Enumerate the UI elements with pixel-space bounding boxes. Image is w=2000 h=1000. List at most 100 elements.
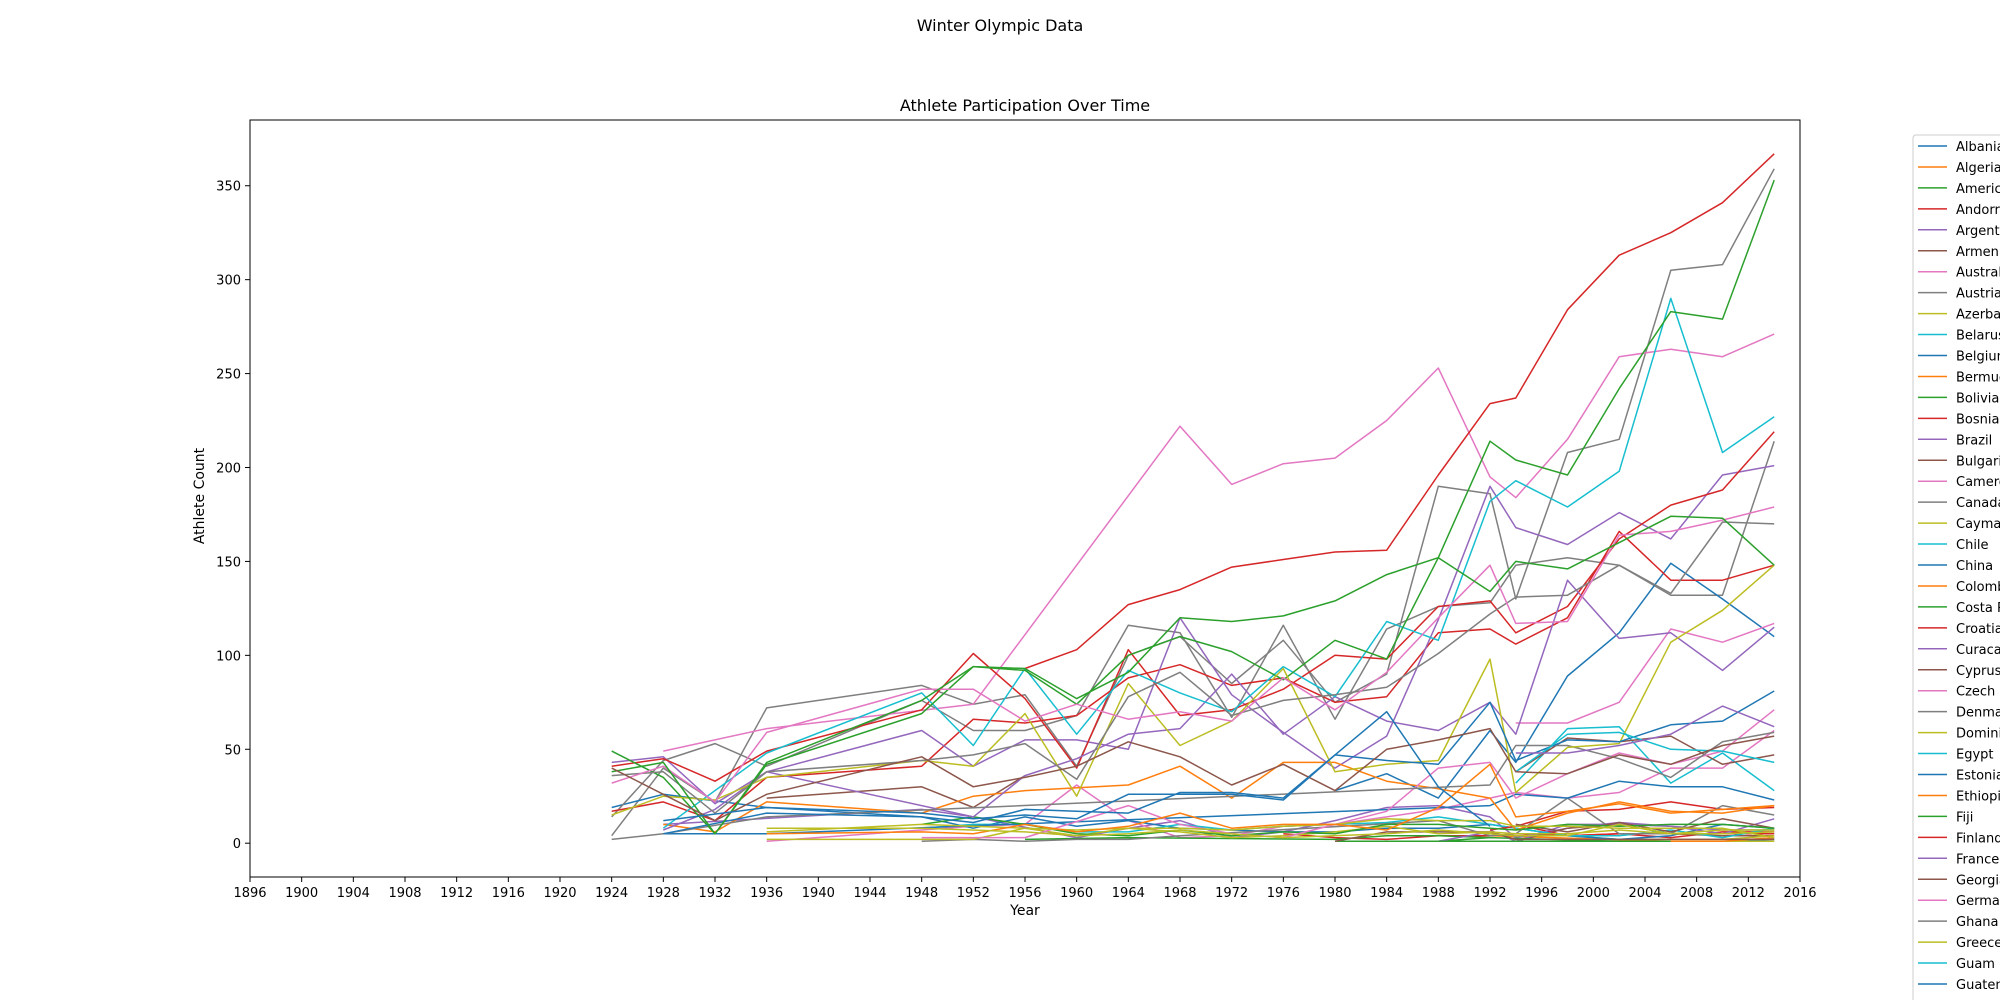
series-line-30 <box>663 780 1775 835</box>
series-line-53 <box>1024 153 1775 670</box>
legend-label: Curacao <box>1956 643 2000 658</box>
legend-label: Cayman Islands <box>1956 517 2000 532</box>
legend-label: Algeria <box>1956 161 2000 176</box>
series-line-15 <box>766 774 1026 809</box>
legend-label: Andorra <box>1956 203 2000 218</box>
series-line-47 <box>611 731 1775 841</box>
x-tick-label: 1992 <box>1473 886 1506 901</box>
legend-label: Bolivia <box>1956 391 1999 406</box>
legend-label: Brazil <box>1956 433 1992 448</box>
series-line-50 <box>611 179 1775 835</box>
legend-label: Fiji <box>1956 810 1973 825</box>
legend-label: Bermuda <box>1956 370 2000 385</box>
series-line-46 <box>921 709 1775 839</box>
x-tick-label: 1972 <box>1215 886 1248 901</box>
y-tick-label: 50 <box>224 743 241 758</box>
series-line-59 <box>766 763 1775 835</box>
x-tick-label: 1984 <box>1370 886 1403 901</box>
series-line-55 <box>611 506 1775 803</box>
series-line-12 <box>1024 834 1491 841</box>
x-tick-label: 1956 <box>1008 886 1041 901</box>
x-tick-label: 2004 <box>1628 886 1661 901</box>
legend-label: Finland <box>1956 831 2000 846</box>
legend-label: Armenia <box>1956 245 2000 260</box>
series-line-33 <box>611 530 1775 822</box>
y-tick-label: 250 <box>216 368 241 383</box>
x-tick-label: 1924 <box>595 886 628 901</box>
series-line-49 <box>662 297 1775 829</box>
x-tick-label: 1904 <box>337 886 370 901</box>
legend-label: American Samoa <box>1956 182 2000 197</box>
legend-label: Estonia <box>1956 769 2000 784</box>
x-tick-label: 2012 <box>1732 886 1765 901</box>
legend-label: Ghana <box>1956 915 1999 930</box>
legend-label: Australia <box>1956 266 2000 281</box>
series-line-26 <box>1515 622 1775 724</box>
x-tick-label: 1964 <box>1112 886 1145 901</box>
x-tick-label: 1928 <box>647 886 680 901</box>
series-line-44 <box>663 579 1775 831</box>
legend-label: Canada <box>1956 496 2000 511</box>
x-tick-label: 1896 <box>233 886 266 901</box>
legend-label: Ethiopia <box>1956 789 2000 804</box>
legend-label: Bulgaria <box>1956 454 2000 469</box>
x-tick-label: 1920 <box>543 886 576 901</box>
x-tick-label: 1932 <box>698 886 731 901</box>
plot-frame <box>249 119 1801 878</box>
series-line-17 <box>611 440 1775 818</box>
legend-label: Greece <box>1956 936 2000 951</box>
series-line-6 <box>766 729 1775 843</box>
legend-label: Costa Rica <box>1956 601 2000 616</box>
series-line-36 <box>663 333 1775 752</box>
legend-label: China <box>1956 559 1993 574</box>
x-tick-label: 1988 <box>1422 886 1455 901</box>
series-line-56 <box>611 515 1775 835</box>
legend-label: Azerbaijan <box>1956 308 2000 323</box>
legend-label: Guam <box>1956 957 1995 972</box>
legend-label: Albania <box>1956 140 2000 155</box>
x-tick-label: 1996 <box>1525 886 1558 901</box>
x-tick-label: 2016 <box>1783 886 1816 901</box>
x-tick-label: 1900 <box>285 886 318 901</box>
legend-label: Bosnia and Herzegovina <box>1956 412 2000 427</box>
series-line-7 <box>611 168 1775 837</box>
legend-label: Croatia <box>1956 622 2000 637</box>
series-line-61 <box>663 710 1491 827</box>
legend-label: Denmark <box>1956 706 2000 721</box>
legend-label: Belgium <box>1956 350 2000 365</box>
y-tick-label: 0 <box>233 837 241 852</box>
x-tick-label: 2000 <box>1577 886 1610 901</box>
legend-label: Belarus <box>1956 329 2000 344</box>
legend-label: Austria <box>1956 287 2000 302</box>
axes: 1896 1900 1904 1908 1912 1916 1920 1924 1928 1932… <box>216 119 1817 901</box>
y-tick-label: 300 <box>216 274 241 289</box>
legend-label: Dominica <box>1956 727 2000 742</box>
series-line-58 <box>611 727 1775 822</box>
series-line-54 <box>611 521 1775 814</box>
legend-label: Argentina <box>1956 224 2000 239</box>
x-tick-label: 1976 <box>1267 886 1300 901</box>
legend-label: Germany <box>1956 894 2000 909</box>
legend-label: Cameroon <box>1956 475 2000 490</box>
legend-label: Guatemala <box>1956 978 2000 993</box>
x-tick-label: 1916 <box>492 886 525 901</box>
x-axis-label: Year <box>1009 903 1040 919</box>
legend-label: Cyprus <box>1956 664 2000 679</box>
y-tick-label: 200 <box>216 462 241 477</box>
x-tick-label: 1940 <box>802 886 835 901</box>
legend-box <box>1912 134 2000 1000</box>
series-line-20 <box>1334 562 1775 799</box>
series-line-34 <box>611 464 1775 805</box>
y-tick-label: 350 <box>216 180 241 195</box>
legend-label: Chile <box>1956 538 1989 553</box>
series-line-62 <box>766 823 1775 839</box>
x-tick-label: 1952 <box>957 886 990 901</box>
legend: Albania Algeria American Samoa Andorra Argen… <box>1912 134 2000 1000</box>
legend-label: Colombia <box>1956 580 2000 595</box>
series-line-57 <box>1515 731 1775 773</box>
x-tick-label: 1980 <box>1318 886 1351 901</box>
series-line-9 <box>1515 725 1775 792</box>
legend-label: Georgia <box>1956 873 2000 888</box>
x-tick-label: 1948 <box>905 886 938 901</box>
